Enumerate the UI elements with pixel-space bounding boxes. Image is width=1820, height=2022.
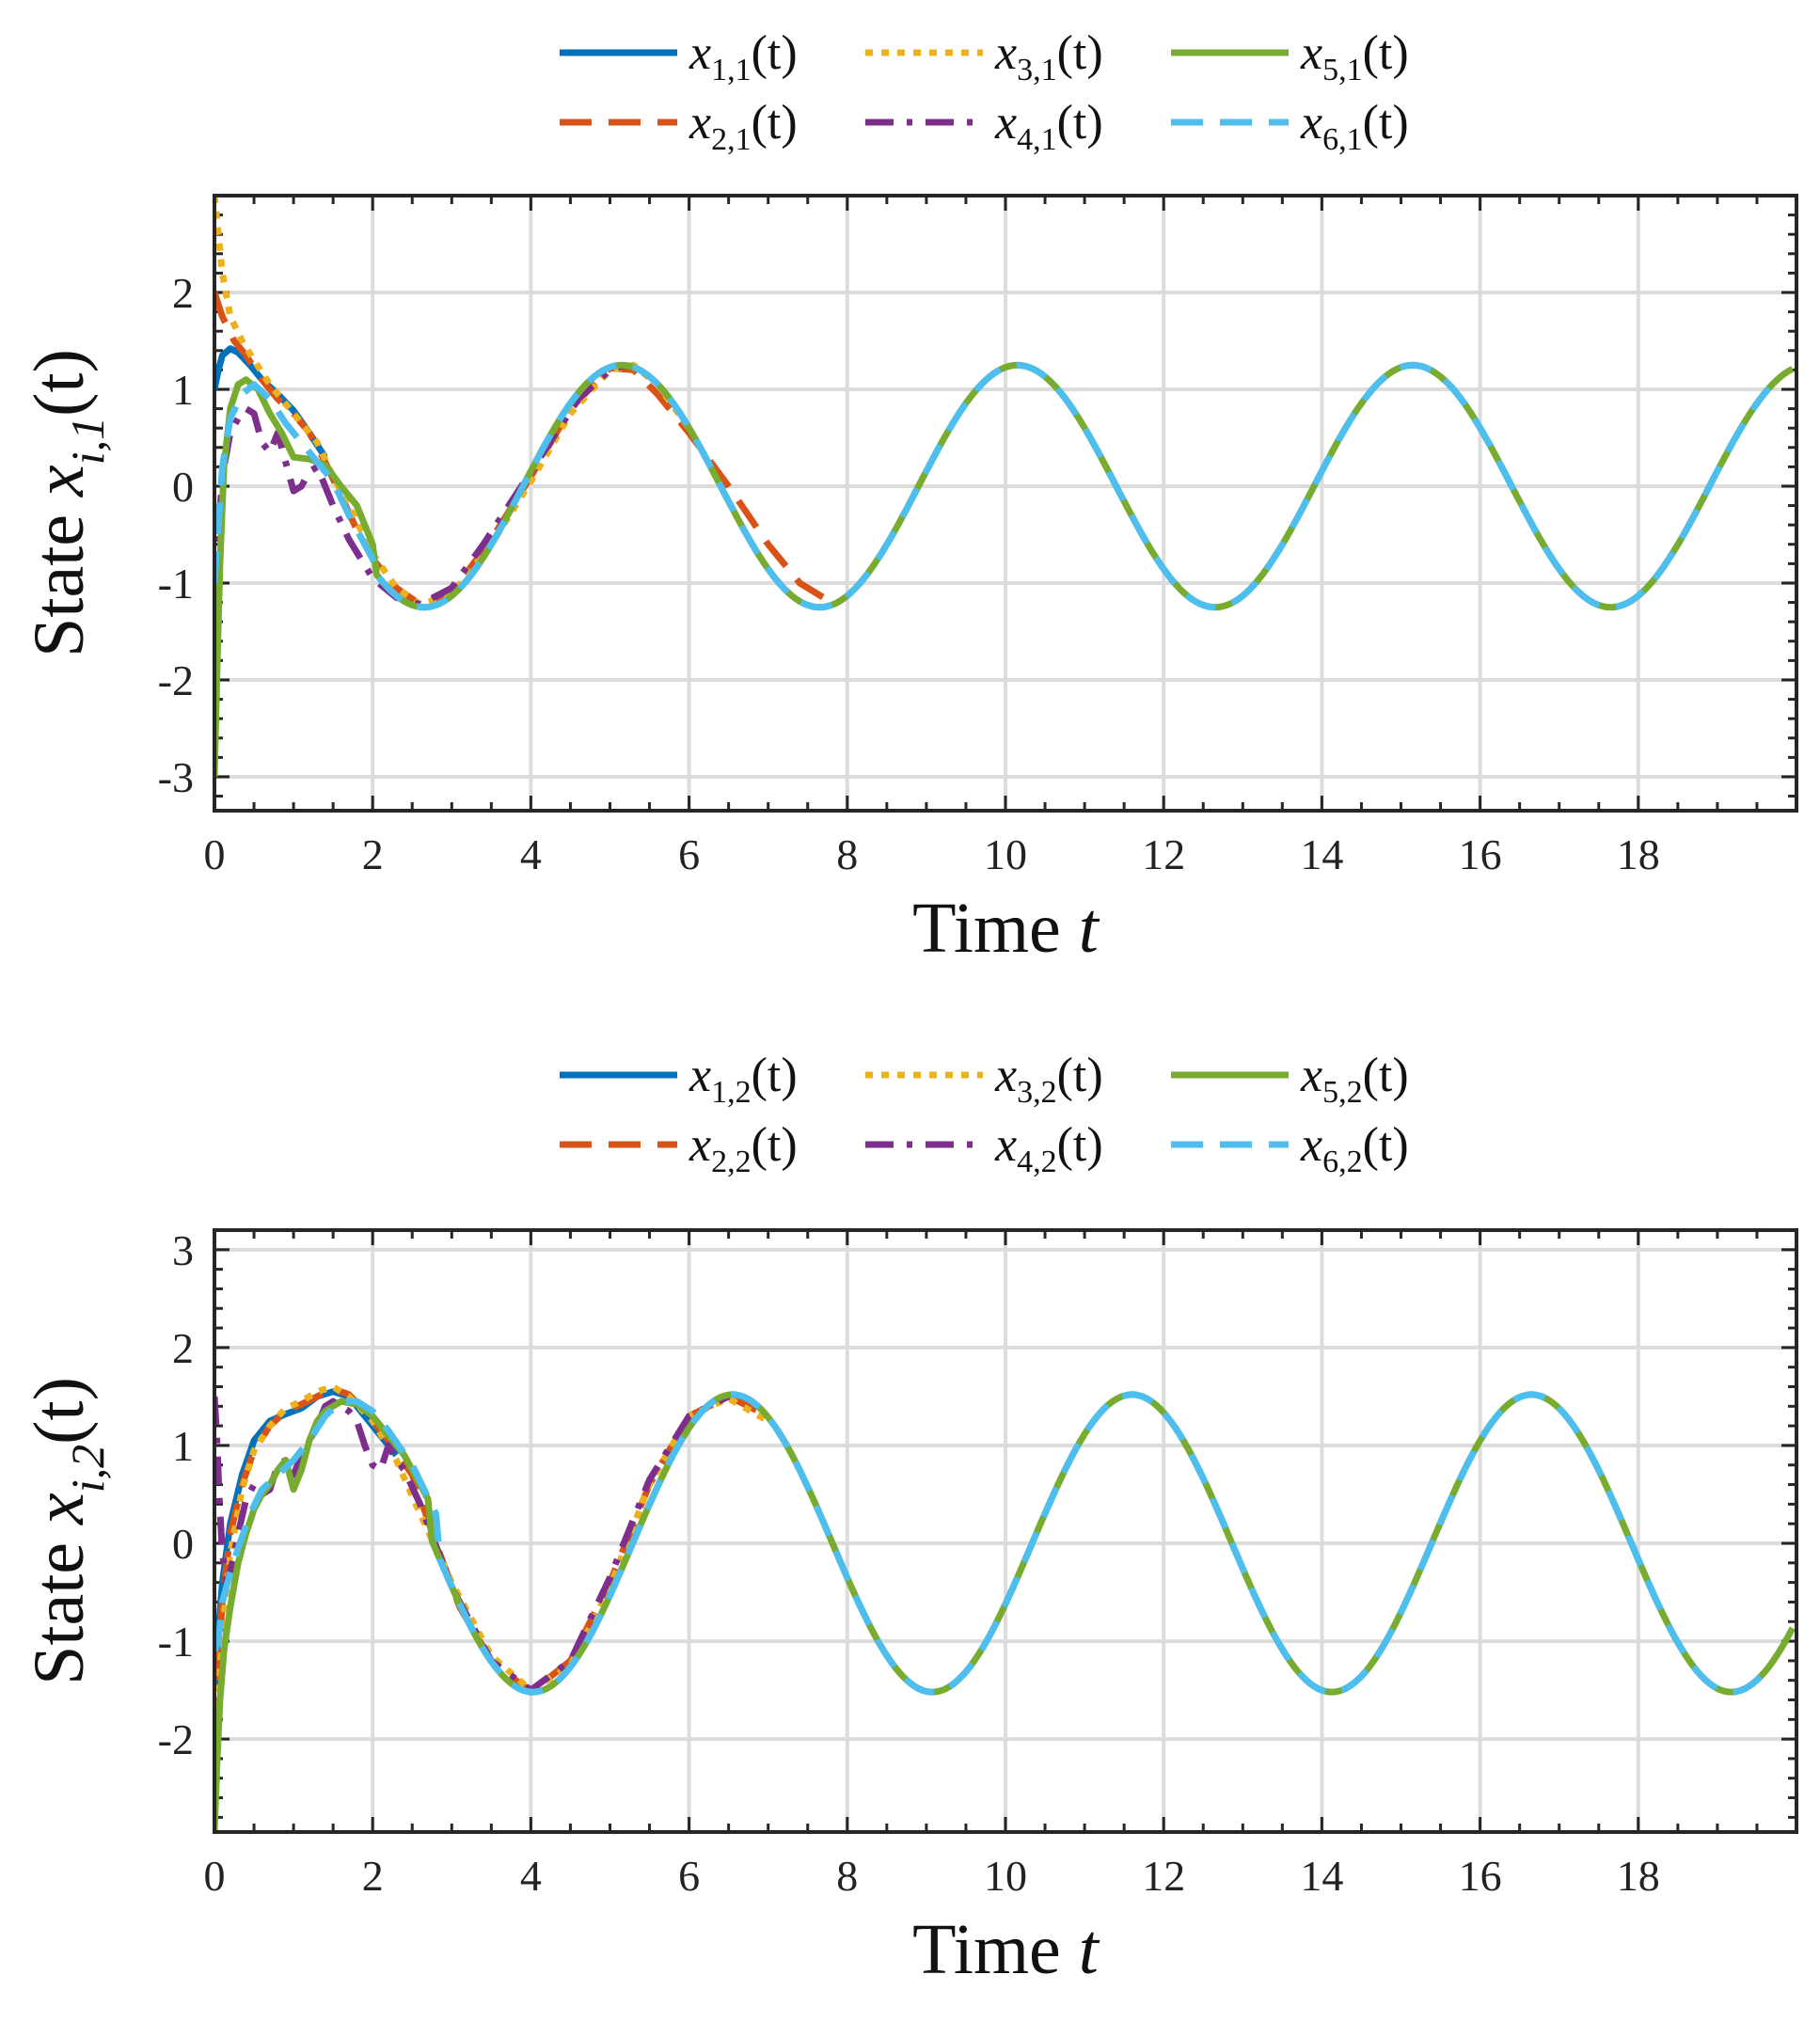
y-tick-label: 1 xyxy=(172,1422,194,1470)
axes-box xyxy=(213,194,1798,813)
series-line-2 xyxy=(214,291,833,608)
series-line-5 xyxy=(214,1391,1796,1832)
x-tick-label: 10 xyxy=(984,830,1027,878)
x-tick-label: 2 xyxy=(362,1852,384,1900)
axes-box xyxy=(213,1228,1798,1834)
grid xyxy=(214,196,1796,811)
legend-label: x3,1(t) xyxy=(994,26,1103,87)
y-tick-label: 1 xyxy=(172,366,194,414)
x-tick-label: 8 xyxy=(836,830,858,878)
x-tick-label: 0 xyxy=(204,830,226,878)
y-axis-label: State xi,1(t) xyxy=(20,349,114,657)
x-tick-label: 14 xyxy=(1300,1852,1343,1900)
y-tick-label: 0 xyxy=(172,463,194,511)
legend-label: x1,2(t) xyxy=(688,1049,798,1110)
legend-label: x4,2(t) xyxy=(994,1118,1103,1179)
series-line-5 xyxy=(214,361,1795,778)
x-tick-label: 8 xyxy=(836,1852,858,1900)
x-tick-label: 0 xyxy=(204,1852,226,1900)
x-tick-label: 6 xyxy=(678,830,700,878)
x-tick-label: 14 xyxy=(1300,830,1343,878)
y-tick-label: 3 xyxy=(172,1226,194,1274)
y-tick-label: -1 xyxy=(158,1618,194,1666)
legend: x1,1(t) x2,1(t) x3,1(t) x4,1(t) x5,1(t) x6,1(… xyxy=(560,26,1409,157)
legend-label: x4,1(t) xyxy=(994,96,1103,157)
y-tick-label: -2 xyxy=(158,1715,194,1763)
x-tick-label: 12 xyxy=(1142,830,1185,878)
legend-label: x2,1(t) xyxy=(688,96,798,157)
x-tick-label: 4 xyxy=(520,830,542,878)
y-tick-label: 0 xyxy=(172,1520,194,1568)
y-axis-label: State xi,2(t) xyxy=(20,1377,114,1685)
plot-area xyxy=(214,196,1795,778)
x-tick-label: 6 xyxy=(678,1852,700,1900)
series-line-6 xyxy=(214,1391,1772,1696)
x-tick-label: 4 xyxy=(520,1852,542,1900)
legend-label: x1,1(t) xyxy=(688,26,798,87)
legend-label: x6,2(t) xyxy=(1300,1118,1409,1179)
series-line-3 xyxy=(214,196,692,608)
legend: x1,2(t) x2,2(t) x3,2(t) x4,2(t) x5,2(t) x6,2(… xyxy=(560,1049,1409,1179)
y-tick-label: -2 xyxy=(158,656,194,704)
x-tick-label: 16 xyxy=(1459,1852,1502,1900)
x-axis-label: Time t xyxy=(912,889,1100,968)
plot-area xyxy=(214,1383,1796,1832)
x-tick-label: 16 xyxy=(1459,830,1502,878)
y-tick-label: 2 xyxy=(172,1324,194,1372)
y-tick-label: -1 xyxy=(158,560,194,608)
legend-label: x3,2(t) xyxy=(994,1049,1103,1110)
x-tick-label: 12 xyxy=(1142,1852,1185,1900)
legend-label: x5,2(t) xyxy=(1300,1049,1409,1110)
x-tick-label: 10 xyxy=(984,1852,1027,1900)
x-axis-label: Time t xyxy=(912,1910,1100,1989)
legend-label: x6,1(t) xyxy=(1300,96,1409,157)
legend-label: x5,1(t) xyxy=(1300,26,1409,87)
legend-label: x2,2(t) xyxy=(688,1118,798,1179)
y-tick-label: 2 xyxy=(172,269,194,317)
y-tick-label: -3 xyxy=(158,753,194,801)
x-tick-label: 18 xyxy=(1617,1852,1660,1900)
series-line-6 xyxy=(214,361,1772,611)
x-tick-label: 2 xyxy=(362,830,384,878)
grid xyxy=(214,1230,1796,1832)
x-tick-label: 18 xyxy=(1617,830,1660,878)
